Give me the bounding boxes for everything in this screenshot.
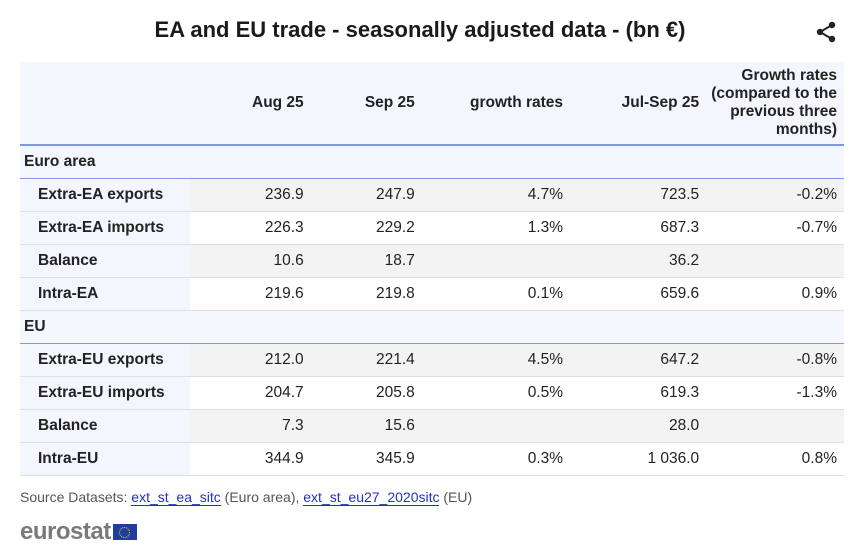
table-cell: 219.6 (189, 277, 311, 311)
section-row: EU (20, 310, 844, 344)
table-cell: 226.3 (189, 211, 311, 245)
page-title: EA and EU trade - seasonally adjusted da… (154, 17, 686, 42)
table-cell: 0.5% (421, 376, 571, 410)
table-cell: 18.7 (310, 244, 422, 278)
column-header: growth rates (421, 62, 571, 146)
row-label: Extra-EA exports (20, 178, 190, 212)
source-label: Source Datasets: (20, 489, 132, 505)
column-header (20, 62, 190, 146)
table-cell: 10.6 (189, 244, 311, 278)
source-text: (Euro area), (220, 489, 304, 505)
table-row: Balance 7.3 15.6 28.0 (20, 409, 844, 443)
table-cell: -0.2% (706, 178, 844, 212)
table-cell: 4.5% (421, 343, 571, 377)
row-label: Extra-EU imports (20, 376, 190, 410)
section-label: EU (20, 310, 844, 344)
logo-text: eurostat (20, 518, 111, 545)
eu-flag-icon (112, 524, 137, 540)
dataset-link-ea[interactable]: ext_st_ea_sitc (131, 489, 221, 506)
table-cell: 1 036.0 (570, 442, 707, 476)
table-row: Intra-EU 344.9 345.9 0.3% 1 036.0 0.8% (20, 442, 844, 476)
table-cell (706, 244, 844, 278)
table-cell: 687.3 (570, 211, 707, 245)
section-label: Euro area (20, 145, 844, 179)
table-cell: 0.3% (421, 442, 571, 476)
row-label: Extra-EA imports (20, 211, 190, 245)
table-cell: 236.9 (189, 178, 311, 212)
source-text: (EU) (439, 489, 473, 505)
table-cell: 0.1% (421, 277, 571, 311)
column-header: Jul-Sep 25 (570, 62, 707, 146)
table-cell: 221.4 (310, 343, 422, 377)
trade-table: Aug 25 Sep 25 growth rates Jul-Sep 25 Growth… (20, 62, 844, 476)
table-row: Balance 10.6 18.7 36.2 (20, 244, 844, 278)
table-row: Extra-EA imports 226.3 229.2 1.3% 687.3 -0.7% (20, 211, 844, 245)
table-row: Extra-EU exports 212.0 221.4 4.5% 647.2 -0.8% (20, 343, 844, 377)
table-cell: 247.9 (310, 178, 422, 212)
dataset-link-eu[interactable]: ext_st_eu27_2020sitc (303, 489, 440, 506)
row-label: Balance (20, 244, 190, 278)
table-cell: 647.2 (570, 343, 707, 377)
table-row: Extra-EU imports 204.7 205.8 0.5% 619.3 -1.3% (20, 376, 844, 410)
column-header: Sep 25 (310, 62, 422, 146)
section-row: Euro area (20, 145, 844, 179)
row-label: Intra-EU (20, 442, 190, 476)
table-cell: 4.7% (421, 178, 571, 212)
table-cell: 0.9% (706, 277, 844, 311)
table-cell (706, 409, 844, 443)
share-icon[interactable] (815, 21, 837, 43)
table-cell: 619.3 (570, 376, 707, 410)
table-cell (421, 409, 571, 443)
table-cell: 345.9 (310, 442, 422, 476)
table-cell: 1.3% (421, 211, 571, 245)
table-cell: -1.3% (706, 376, 844, 410)
table-cell: 7.3 (189, 409, 311, 443)
column-header: Aug 25 (189, 62, 311, 146)
table-cell: 219.8 (310, 277, 422, 311)
table-row: Extra-EA exports 236.9 247.9 4.7% 723.5 -0.2% (20, 178, 844, 212)
table-cell: 659.6 (570, 277, 707, 311)
table-cell: 344.9 (189, 442, 311, 476)
table-cell: 212.0 (189, 343, 311, 377)
table-cell (421, 244, 571, 278)
source-datasets: Source Datasets: ext_st_ea_sitc (Euro ar… (20, 489, 473, 506)
table-cell: 36.2 (570, 244, 707, 278)
row-label: Intra-EA (20, 277, 190, 311)
table-cell: 723.5 (570, 178, 707, 212)
table-row: Intra-EA 219.6 219.8 0.1% 659.6 0.9% (20, 277, 844, 311)
table-cell: 15.6 (310, 409, 422, 443)
table-cell: 0.8% (706, 442, 844, 476)
table-cell: 28.0 (570, 409, 707, 443)
table-cell: 229.2 (310, 211, 422, 245)
table-cell: 205.8 (310, 376, 422, 410)
table-cell: -0.8% (706, 343, 844, 377)
row-label: Balance (20, 409, 190, 443)
table-cell: 204.7 (189, 376, 311, 410)
table-cell: -0.7% (706, 211, 844, 245)
eurostat-logo: eurostat (20, 518, 137, 546)
row-label: Extra-EU exports (20, 343, 190, 377)
column-header: Growth rates (compared to the previous t… (706, 62, 844, 146)
